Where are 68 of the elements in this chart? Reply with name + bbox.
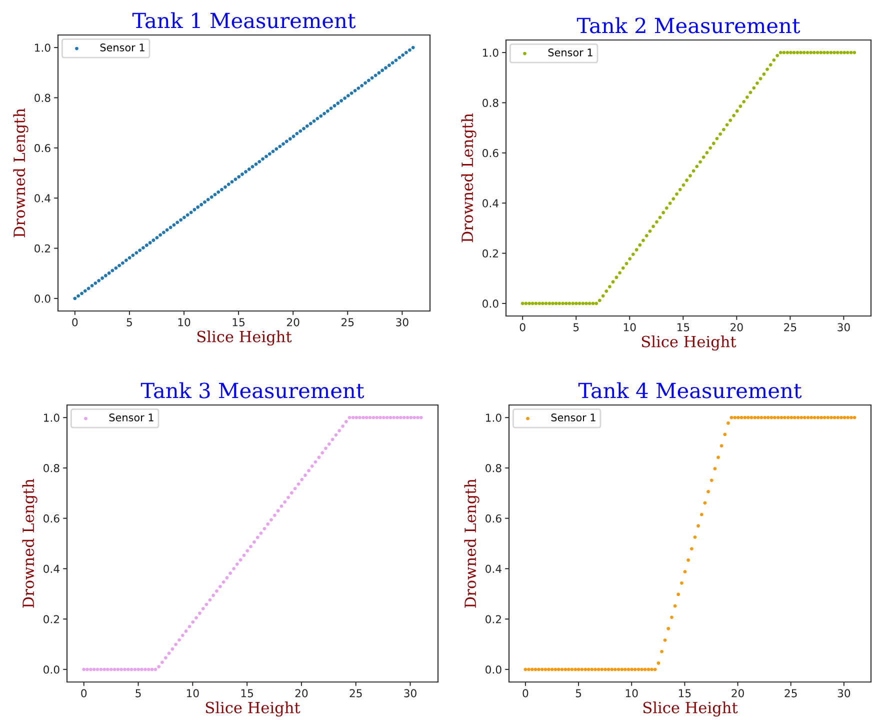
y-tick-label: 0.0	[486, 665, 502, 674]
y-axis-title: Drowned Length	[464, 478, 480, 608]
y-tick-label: 1.0	[44, 414, 60, 422]
x-tick-label: 10	[626, 689, 638, 698]
y-tick-label: 0.6	[34, 144, 50, 152]
x-tick-label: 10	[624, 323, 636, 332]
y-tick-label: 0.4	[482, 199, 498, 208]
y-tick-label: 0.8	[482, 98, 498, 107]
y-tick-label: 1.0	[35, 44, 50, 52]
chart-title: Tank 2 Measurement	[576, 17, 800, 34]
x-axis-title: Slice Height	[643, 702, 738, 717]
y-axis-title: Drowned Length	[22, 478, 38, 608]
x-tick-label: 25	[784, 323, 796, 332]
y-tick-label: 0.2	[44, 615, 59, 624]
x-tick-label: 5	[136, 689, 141, 698]
x-tick-label: 5	[576, 689, 582, 698]
x-tick-label: 0	[522, 689, 528, 698]
y-axis-title: Drowned Length	[13, 108, 28, 238]
x-axis-title: Slice Height	[206, 702, 300, 717]
x-tick-label: 20	[295, 689, 308, 698]
y-tick-label: 0.0	[44, 665, 60, 674]
y-tick-label: 0.6	[44, 514, 60, 523]
x-tick-label: 10	[186, 689, 199, 698]
y-axis-title: Drowned Length	[461, 113, 476, 242]
x-tick-label: 5	[126, 318, 132, 326]
x-tick-label: 30	[396, 318, 408, 326]
legend-label: Sensor 1	[551, 414, 596, 422]
y-tick-label: 0.4	[486, 564, 502, 573]
x-tick-label: 30	[838, 689, 850, 698]
x-tick-label: 30	[838, 323, 850, 332]
y-tick-label: 0.6	[486, 514, 502, 523]
legend-label: Sensor 1	[109, 414, 154, 422]
y-tick-label: 0.2	[34, 244, 50, 253]
x-tick-label: 25	[784, 689, 797, 698]
y-tick-label: 0.2	[486, 615, 501, 624]
x-tick-label: 10	[178, 318, 190, 326]
x-tick-label: 0	[72, 318, 78, 326]
y-tick-label: 0.8	[34, 94, 50, 102]
x-tick-label: 20	[732, 689, 744, 698]
x-tick-label: 15	[677, 323, 690, 332]
y-tick-label: 0.4	[44, 564, 60, 573]
x-tick-label: 30	[404, 689, 416, 698]
y-tick-label: 0.8	[486, 464, 502, 472]
chart-title: Tank 1 Measurement	[132, 12, 356, 28]
x-tick-label: 15	[678, 689, 691, 698]
x-tick-label: 15	[232, 318, 244, 326]
x-tick-label: 15	[241, 689, 254, 698]
x-axis-title: Slice Height	[197, 330, 292, 346]
x-tick-label: 0	[520, 323, 526, 332]
x-tick-label: 5	[574, 323, 579, 332]
y-tick-label: 0.2	[482, 249, 498, 258]
chart-title: Tank 4 Measurement	[578, 382, 802, 398]
x-axis-title: Slice Height	[642, 336, 736, 351]
y-tick-label: 0.6	[482, 148, 498, 158]
y-tick-label: 0.0	[482, 300, 498, 308]
x-tick-label: 0	[81, 689, 87, 698]
x-tick-label: 25	[342, 318, 354, 326]
legend-label: Sensor 1	[100, 44, 144, 52]
y-tick-label: 0.0	[34, 294, 50, 303]
x-tick-label: 25	[350, 689, 362, 698]
y-tick-label: 0.4	[34, 194, 50, 202]
y-tick-label: 1.0	[483, 48, 498, 57]
legend-label: Sensor 1	[548, 48, 592, 56]
y-tick-label: 0.8	[44, 464, 60, 472]
chart-title: Tank 3 Measurement	[140, 382, 364, 398]
x-tick-label: 20	[286, 318, 300, 326]
x-tick-label: 20	[730, 323, 743, 332]
y-tick-label: 1.0	[486, 414, 502, 422]
